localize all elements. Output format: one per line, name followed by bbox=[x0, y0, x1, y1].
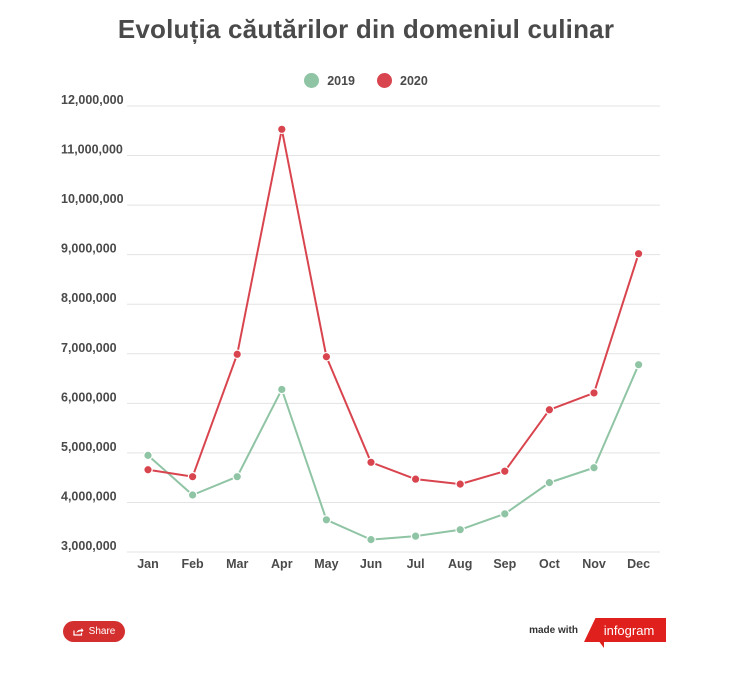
data-point-2019-jan[interactable] bbox=[143, 450, 153, 461]
legend-label-2020: 2020 bbox=[400, 73, 428, 88]
data-point-2020-nov[interactable] bbox=[589, 388, 599, 398]
infogram-logo-background bbox=[584, 618, 666, 642]
x-axis: Jan Feb Mar Apr May Jun Jul Aug Sep Oct Nov Dec bbox=[137, 557, 650, 571]
data-point-2020-mar[interactable] bbox=[232, 349, 242, 360]
series-points bbox=[143, 124, 644, 545]
legend-item-2019[interactable]: 2019 bbox=[304, 73, 355, 88]
data-point-2020-sep[interactable] bbox=[499, 466, 510, 477]
infogram-logo-label: infogram bbox=[603, 622, 655, 638]
chart-legend: 2019 2020 bbox=[0, 73, 732, 88]
data-point-2020-feb[interactable] bbox=[187, 471, 198, 482]
made-with-infogram[interactable]: made with infogram bbox=[529, 618, 666, 648]
data-point-2019-jun[interactable] bbox=[366, 534, 376, 545]
x-tick-label: Oct bbox=[539, 557, 561, 571]
data-point-2019-mar[interactable] bbox=[232, 471, 242, 482]
infogram-logo[interactable]: infogram bbox=[584, 618, 666, 648]
y-tick-label: 7,000,000 bbox=[61, 341, 117, 355]
y-tick-label: 6,000,000 bbox=[61, 390, 117, 404]
x-tick-label: Sep bbox=[493, 557, 516, 571]
infogram-logo-tail bbox=[598, 640, 604, 648]
share-icon bbox=[73, 628, 84, 636]
x-tick-label: Nov bbox=[582, 557, 606, 571]
data-point-2019-oct[interactable] bbox=[544, 477, 555, 488]
series-lines bbox=[147, 128, 640, 541]
y-tick-label: 9,000,000 bbox=[61, 242, 117, 256]
data-point-2019-aug[interactable] bbox=[455, 524, 465, 535]
x-tick-label: Feb bbox=[181, 557, 204, 571]
chart-title: Evoluția căutărilor din domeniul culinar bbox=[117, 14, 615, 44]
x-tick-label: Jan bbox=[137, 557, 159, 571]
legend-swatch-2020 bbox=[377, 73, 392, 88]
y-tick-label: 5,000,000 bbox=[61, 440, 117, 454]
y-tick-label: 4,000,000 bbox=[61, 489, 117, 503]
legend-swatch-2019 bbox=[304, 73, 320, 88]
x-tick-label: Jul bbox=[407, 557, 425, 571]
y-tick-label: 12,000,000 bbox=[61, 93, 124, 107]
data-point-2020-aug[interactable] bbox=[455, 479, 465, 489]
data-point-2020-jan[interactable] bbox=[143, 464, 153, 475]
data-point-2019-feb[interactable] bbox=[187, 490, 198, 500]
series-line-2020 bbox=[147, 128, 640, 486]
data-point-2019-nov[interactable] bbox=[589, 462, 599, 473]
data-point-2019-sep[interactable] bbox=[499, 509, 510, 519]
x-tick-label: Aug bbox=[448, 557, 472, 571]
y-tick-label: 3,000,000 bbox=[61, 539, 117, 553]
y-tick-label: 10,000,000 bbox=[61, 192, 124, 206]
x-tick-label: Mar bbox=[226, 557, 248, 571]
series-line-2019 bbox=[147, 364, 640, 541]
y-tick-label: 11,000,000 bbox=[61, 143, 123, 157]
x-tick-label: May bbox=[314, 557, 338, 571]
data-point-2019-may[interactable] bbox=[321, 514, 332, 525]
share-label: Share bbox=[88, 626, 116, 637]
x-tick-label: Apr bbox=[271, 557, 293, 571]
made-with-label: made with bbox=[529, 624, 578, 636]
line-chart: 12,000,000 11,000,000 10,000,000 9,000,000 8… bbox=[61, 93, 660, 571]
data-point-2020-may[interactable] bbox=[321, 351, 332, 362]
data-point-2019-dec[interactable] bbox=[633, 359, 644, 370]
data-point-2019-jul[interactable] bbox=[410, 531, 421, 541]
x-tick-label: Dec bbox=[627, 557, 650, 571]
x-tick-label: Jun bbox=[360, 557, 382, 571]
share-button[interactable]: Share bbox=[63, 621, 125, 642]
data-point-2020-dec[interactable] bbox=[633, 248, 644, 259]
data-point-2020-jul[interactable] bbox=[410, 474, 421, 484]
y-tick-label: 8,000,000 bbox=[61, 291, 117, 305]
data-point-2020-jun[interactable] bbox=[366, 457, 376, 468]
legend-label-2019: 2019 bbox=[327, 73, 355, 88]
data-point-2020-apr[interactable] bbox=[276, 124, 287, 135]
y-axis: 12,000,000 11,000,000 10,000,000 9,000,000 8… bbox=[61, 93, 124, 553]
data-point-2020-oct[interactable] bbox=[544, 404, 555, 415]
legend-item-2020[interactable]: 2020 bbox=[377, 73, 428, 88]
data-point-2019-apr[interactable] bbox=[276, 384, 287, 395]
grid-lines bbox=[127, 105, 660, 553]
